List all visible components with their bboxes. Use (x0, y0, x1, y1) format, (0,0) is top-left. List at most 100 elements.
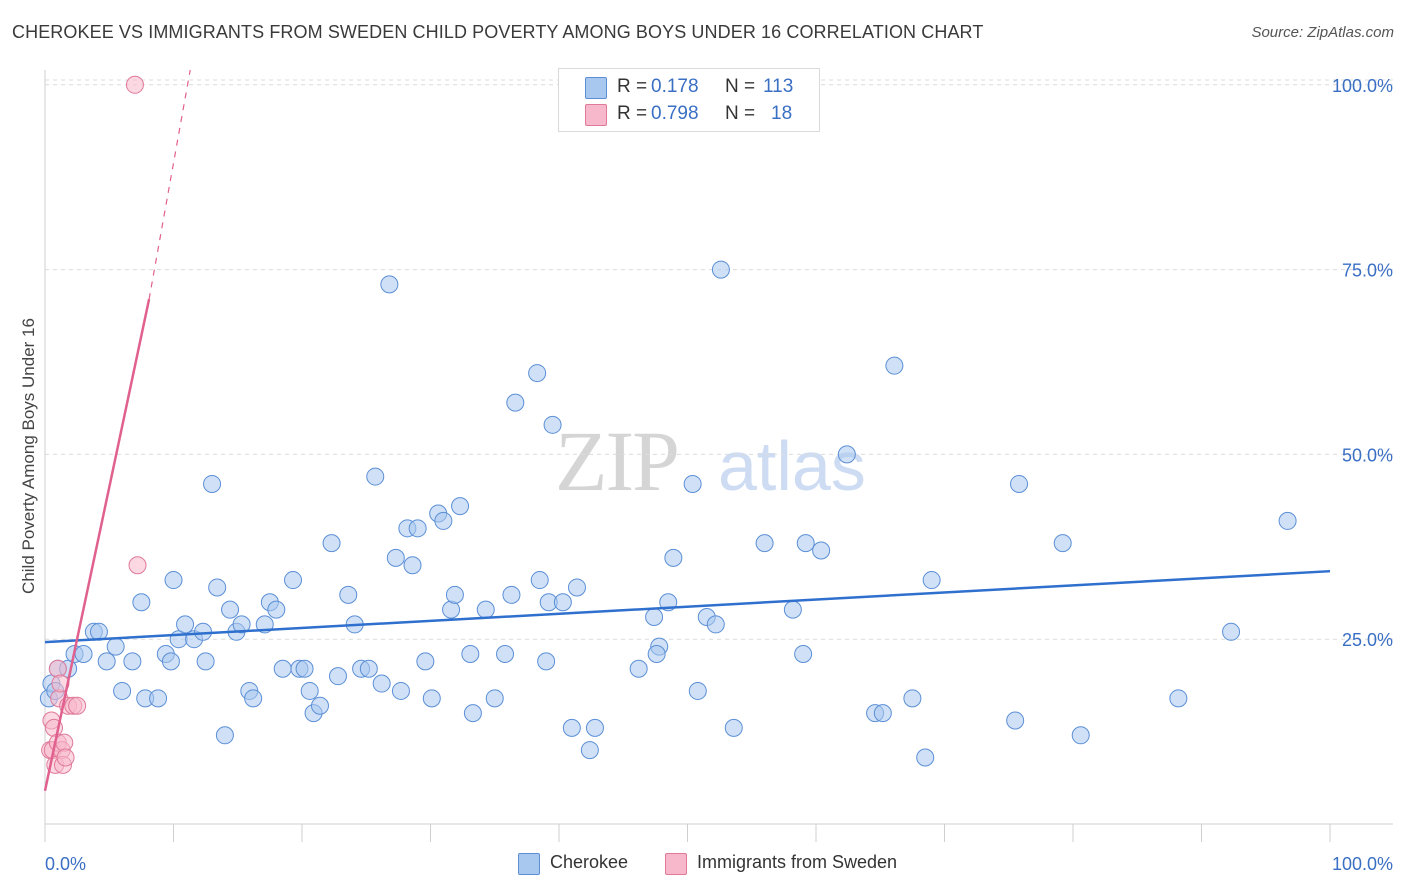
cherokee-point (215, 726, 234, 745)
cherokee-trend-line (44, 569, 1331, 644)
cherokee-point (451, 497, 470, 516)
cherokee-point (434, 511, 453, 530)
cherokee-point (366, 467, 385, 486)
cherokee-point (724, 718, 743, 737)
x-tick-labels: 0.0% 100.0% (45, 854, 1393, 874)
cherokee-point (1071, 726, 1090, 745)
cherokee-point (1006, 711, 1025, 730)
cherokee-point (476, 600, 495, 619)
cherokee-point (164, 571, 183, 590)
cherokee-point (408, 519, 427, 538)
cherokee-point (113, 681, 132, 700)
cherokee-point (106, 637, 125, 656)
cherokee-point (794, 644, 813, 663)
cherokee-point (422, 689, 441, 708)
cherokee-point (386, 548, 405, 567)
cherokee-point (132, 593, 151, 612)
sweden-swatch (665, 853, 687, 875)
cherokee-point (553, 593, 572, 612)
cherokee-point (1169, 689, 1188, 708)
cherokee-point (796, 534, 815, 553)
chart-title: CHEROKEE VS IMMIGRANTS FROM SWEDEN CHILD… (12, 22, 984, 42)
cherokee-point (380, 275, 399, 294)
r-label: R = (617, 103, 648, 124)
cherokee-point (244, 689, 263, 708)
cherokee-point (580, 741, 599, 760)
r-label: R = (617, 76, 648, 97)
cherokee-point (149, 689, 168, 708)
cherokee-point (664, 548, 683, 567)
cherokee-point (567, 578, 586, 597)
cherokee-point (284, 571, 303, 590)
cherokee-point (461, 644, 480, 663)
sweden-point (68, 696, 87, 715)
cherokee-point (706, 615, 725, 634)
n-value: 113 (763, 76, 794, 97)
y-axis-label: Child Poverty Among Boys Under 16 (19, 318, 38, 594)
gridlines (45, 79, 1393, 640)
sweden-point (48, 659, 67, 678)
cherokee-point (194, 622, 213, 641)
cherokee-point (506, 393, 525, 412)
cherokee-point (922, 571, 941, 590)
cherokee-point (74, 644, 93, 663)
sweden-point (128, 556, 147, 575)
cherokee-point (221, 600, 240, 619)
cherokee-point (562, 718, 581, 737)
x-tick-label-min: 0.0% (45, 854, 86, 874)
watermark-zip: ZIP (555, 413, 678, 509)
cherokee-point (273, 659, 292, 678)
y-tick-label: 75.0% (1342, 261, 1393, 281)
cherokee-point (537, 652, 556, 671)
cherokee-point (496, 644, 515, 663)
cherokee-point (837, 445, 856, 464)
cherokee-swatch (585, 77, 607, 99)
data-points (39, 75, 1297, 774)
cherokee-point (1222, 622, 1241, 641)
watermark-atlas: atlas (718, 427, 866, 505)
cherokee-point (267, 600, 286, 619)
cherokee-point (528, 364, 547, 383)
cherokee-point (683, 474, 702, 493)
cherokee-point (1278, 511, 1297, 530)
cherokee-point (502, 585, 521, 604)
n-value: 18 (771, 103, 793, 124)
cherokee-point (123, 652, 142, 671)
x-tick-label-max: 100.0% (1332, 854, 1393, 874)
y-tick-label: 100.0% (1332, 76, 1393, 96)
cherokee-point (339, 585, 358, 604)
cherokee-point (403, 556, 422, 575)
n-label: N = (725, 103, 756, 124)
sweden-point (56, 748, 75, 767)
cherokee-point (783, 600, 802, 619)
r-value: 0.798 (651, 103, 699, 124)
cherokee-point (812, 541, 831, 560)
cherokee-point (629, 659, 648, 678)
legend-label: Immigrants from Sweden (697, 852, 898, 872)
cherokee-point (372, 674, 391, 693)
cherokee-point (442, 600, 461, 619)
cherokee-point (416, 652, 435, 671)
cherokee-point (873, 704, 892, 723)
cherokee-point (463, 704, 482, 723)
cherokee-point (645, 608, 664, 627)
cherokee-point (647, 644, 666, 663)
cherokee-point (310, 696, 329, 715)
stats-legend: R = 0.178 N = 113 R = 0.798 N = 18 (558, 68, 820, 132)
cherokee-point (300, 681, 319, 700)
cherokee-point (97, 652, 116, 671)
legend-label: Cherokee (550, 852, 629, 872)
cherokee-point (711, 260, 730, 279)
trend-lines (43, 69, 1331, 791)
cherokee-point (322, 534, 341, 553)
y-tick-labels: 25.0% 50.0% 75.0% 100.0% (1332, 76, 1393, 650)
sweden-point (125, 75, 144, 94)
cherokee-point (445, 585, 464, 604)
cherokee-point (295, 659, 314, 678)
y-tick-label: 25.0% (1342, 630, 1393, 650)
sweden-swatch (585, 104, 607, 126)
cherokee-point (176, 615, 195, 634)
cherokee-point (232, 615, 251, 634)
n-label: N = (725, 76, 756, 97)
